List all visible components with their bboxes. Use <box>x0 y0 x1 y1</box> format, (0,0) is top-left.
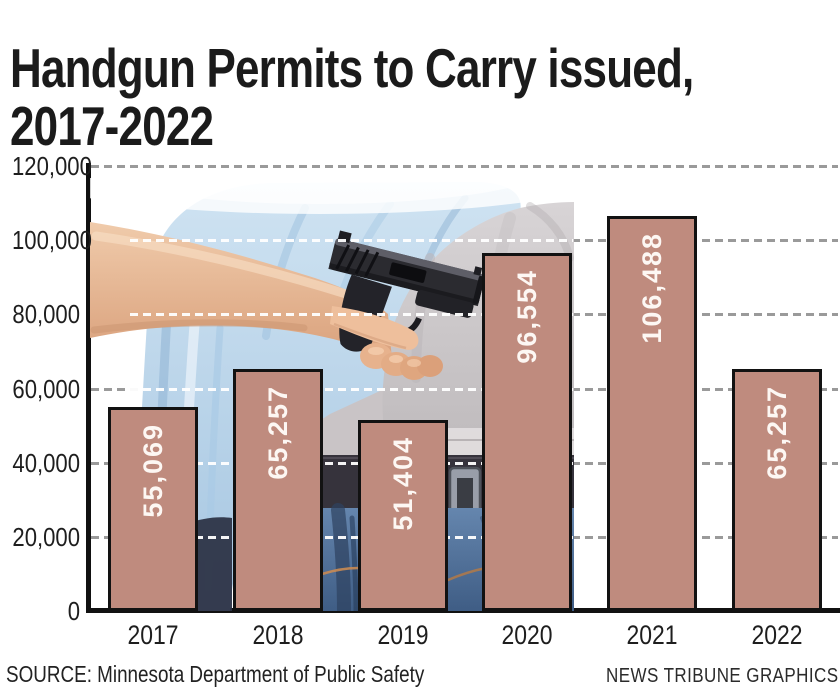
bar-value-label-2021: 106,488 <box>636 232 667 344</box>
bar-2020: 96,554 <box>482 253 572 611</box>
bar-2018: 65,257 <box>233 369 323 611</box>
y-axis-line <box>86 163 91 613</box>
source-credit: SOURCE: Minnesota Department of Public S… <box>6 661 425 687</box>
y-tick-label-100000: 100,000 <box>12 225 92 255</box>
bar-value-label-2020: 96,554 <box>511 269 542 364</box>
chart-title-line1: Handgun Permits to Carry issued, <box>10 36 694 99</box>
x-tick-label-2018: 2018 <box>252 620 304 650</box>
bar-value-label-2017: 55,069 <box>137 423 168 518</box>
x-tick-label-2017: 2017 <box>127 620 179 650</box>
y-tick-label-20000: 20,000 <box>12 522 80 552</box>
graphics-credit: NEWS TRIBUNE GRAPHICS <box>605 665 838 687</box>
x-tick-label-2020: 2020 <box>501 620 553 650</box>
bar-value-label-2022: 65,257 <box>761 385 792 480</box>
bar-value-label-2018: 65,257 <box>262 385 293 480</box>
gridline-overlay-60000 <box>130 388 573 391</box>
bar-2019: 51,404 <box>358 420 448 611</box>
y-tick-label-80000: 80,000 <box>12 299 80 329</box>
bar-2017: 55,069 <box>108 407 198 611</box>
bar-2021: 106,488 <box>607 216 697 611</box>
y-tick-label-40000: 40,000 <box>12 448 80 478</box>
x-tick-label-2022: 2022 <box>751 620 803 650</box>
y-tick-label-0: 0 <box>67 596 80 626</box>
x-tick-label-2019: 2019 <box>377 620 429 650</box>
gridline-overlay-80000 <box>130 313 573 316</box>
x-tick-label-2021: 2021 <box>626 620 678 650</box>
chart-title: Handgun Permits to Carry issued, 2017-20… <box>10 36 694 158</box>
bar-value-label-2019: 51,404 <box>387 436 418 531</box>
bar-2022: 65,257 <box>732 369 822 611</box>
chart-title-line2: 2017-2022 <box>10 95 214 158</box>
y-tick-label-120000: 120,000 <box>12 151 92 181</box>
gridline-overlay-100000 <box>130 239 573 242</box>
gridline-120000 <box>91 165 838 168</box>
gridline-overlay-40000 <box>130 462 573 465</box>
gridline-overlay-20000 <box>130 536 573 539</box>
y-tick-label-60000: 60,000 <box>12 374 80 404</box>
